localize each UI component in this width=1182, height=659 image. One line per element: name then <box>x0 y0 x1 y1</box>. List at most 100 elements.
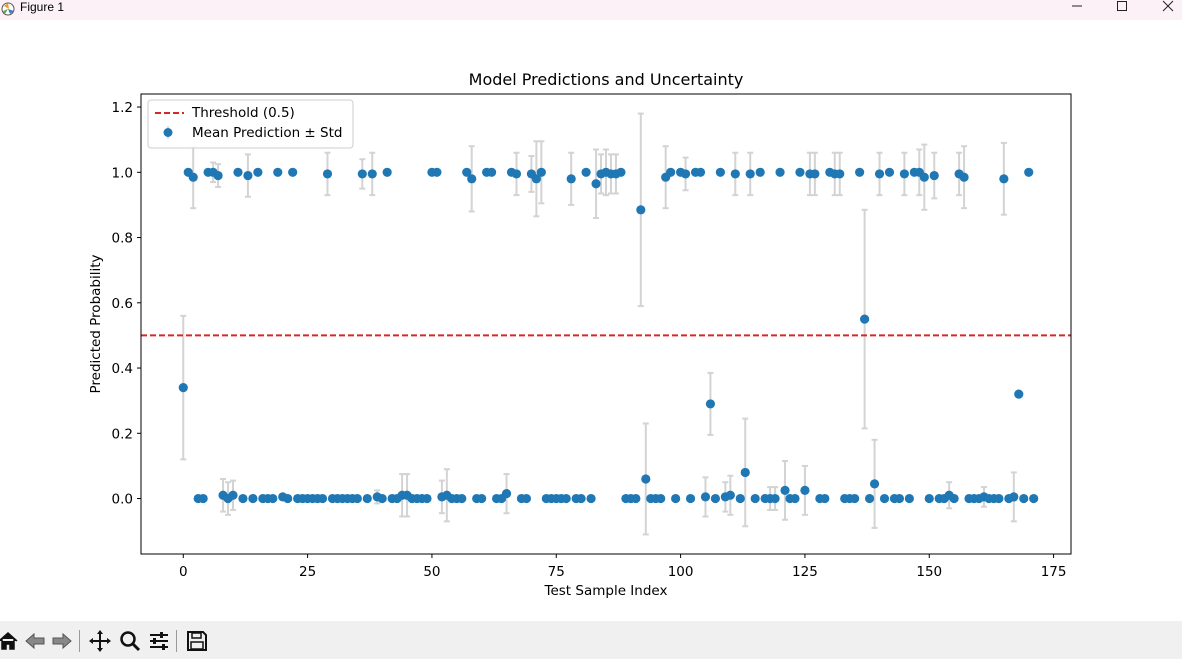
data-point <box>367 169 377 179</box>
x-tick-label: 175 <box>1041 564 1067 580</box>
maximize-button[interactable] <box>1100 0 1144 12</box>
configure-subplots-icon <box>150 632 168 650</box>
x-tick-label: 25 <box>299 564 316 580</box>
data-point <box>536 167 546 177</box>
y-tick-label: 1.2 <box>112 100 133 116</box>
data-point <box>949 493 959 504</box>
points-group <box>178 167 1039 504</box>
zoom-button[interactable] <box>118 629 142 653</box>
data-point <box>273 167 283 177</box>
y-tick-label: 0.4 <box>112 361 133 377</box>
data-point <box>869 479 880 489</box>
data-point <box>462 167 472 177</box>
data-point <box>1014 389 1024 399</box>
data-point <box>228 490 238 500</box>
y-tick-label: 0.8 <box>112 231 133 247</box>
data-point <box>382 167 392 177</box>
y-tick-label: 0.0 <box>112 492 133 508</box>
data-point <box>860 314 870 324</box>
data-point <box>566 174 576 184</box>
back-button[interactable] <box>23 629 47 653</box>
data-point <box>680 169 691 179</box>
data-point <box>795 167 805 177</box>
forward-button[interactable] <box>50 629 74 653</box>
data-point <box>591 179 601 189</box>
data-point <box>357 169 367 179</box>
pan-button[interactable] <box>88 629 112 653</box>
data-point <box>745 169 755 179</box>
app-icon <box>1 2 15 16</box>
y-axis-label: Predicted Probability <box>88 254 104 393</box>
save-icon <box>187 631 207 651</box>
x-tick-label: 100 <box>668 564 694 580</box>
forward-icon <box>52 632 72 650</box>
data-point <box>725 490 735 500</box>
data-point <box>1024 167 1034 177</box>
data-point <box>501 489 512 499</box>
x-tick-label: 50 <box>423 564 440 580</box>
chart-title: Model Predictions and Uncertainty <box>469 70 744 89</box>
data-point <box>685 493 696 504</box>
home-icon <box>0 631 18 650</box>
data-point <box>780 485 790 495</box>
data-point <box>352 493 362 504</box>
data-point <box>919 172 929 182</box>
data-point <box>884 167 895 177</box>
data-point <box>770 493 780 504</box>
x-axis-label: Test Sample Index <box>544 583 668 599</box>
data-point <box>924 493 934 504</box>
y-tick-label: 0.2 <box>112 426 133 442</box>
chart: 0 25 50 75 100 125 150 175 0.0 0.2 0.4 0.6 0.8 1.0 1.… <box>88 70 1072 599</box>
navigation-toolbar <box>0 621 1182 659</box>
data-point <box>735 493 745 504</box>
data-point <box>1009 492 1019 502</box>
data-point <box>929 170 939 181</box>
data-point <box>864 493 875 504</box>
data-point <box>855 167 865 177</box>
data-point <box>671 493 681 504</box>
data-point <box>705 399 716 409</box>
close-button[interactable] <box>1146 0 1182 12</box>
back-icon <box>25 632 45 650</box>
x-tick-label: 150 <box>916 564 942 580</box>
figure-canvas[interactable]: 0 25 50 75 100 125 150 175 0.0 0.2 0.4 0.6 0.8 1.0 1.… <box>0 20 1182 621</box>
y-tick-label: 1.0 <box>112 165 133 181</box>
data-point <box>894 493 905 504</box>
data-point <box>740 467 750 478</box>
data-point <box>666 167 676 177</box>
legend-box <box>147 99 354 149</box>
data-point <box>317 493 328 504</box>
toolbar-separator <box>79 630 80 652</box>
legend-threshold-label: Threshold (0.5) <box>191 105 295 121</box>
minimize-icon <box>1072 5 1082 7</box>
minimize-button[interactable] <box>1055 0 1099 12</box>
data-point <box>616 167 626 177</box>
y-ticks-group: 0.0 0.2 0.4 0.6 0.8 1.0 1.2 <box>112 100 141 508</box>
maximize-icon <box>1117 1 1127 11</box>
y-tick-label: 0.6 <box>112 296 133 312</box>
configure-subplots-button[interactable] <box>147 629 171 653</box>
data-point <box>820 493 830 504</box>
data-point <box>188 172 198 182</box>
data-point <box>511 169 522 179</box>
home-button[interactable] <box>0 629 20 653</box>
data-point <box>874 169 885 179</box>
data-point <box>213 170 223 181</box>
data-point <box>899 169 909 179</box>
window-titlebar: Figure 1 <box>0 0 1182 20</box>
data-point <box>800 485 810 495</box>
data-point <box>233 167 243 177</box>
data-point <box>561 493 571 504</box>
data-point <box>775 167 785 177</box>
data-point <box>730 169 740 179</box>
data-point <box>904 493 914 504</box>
data-point <box>248 493 258 504</box>
save-button[interactable] <box>185 629 209 653</box>
data-point <box>322 169 333 179</box>
data-point <box>377 493 387 504</box>
data-point <box>178 383 188 393</box>
data-point <box>755 167 765 177</box>
close-icon <box>1162 0 1174 12</box>
data-point <box>700 492 711 502</box>
data-point <box>576 493 586 504</box>
